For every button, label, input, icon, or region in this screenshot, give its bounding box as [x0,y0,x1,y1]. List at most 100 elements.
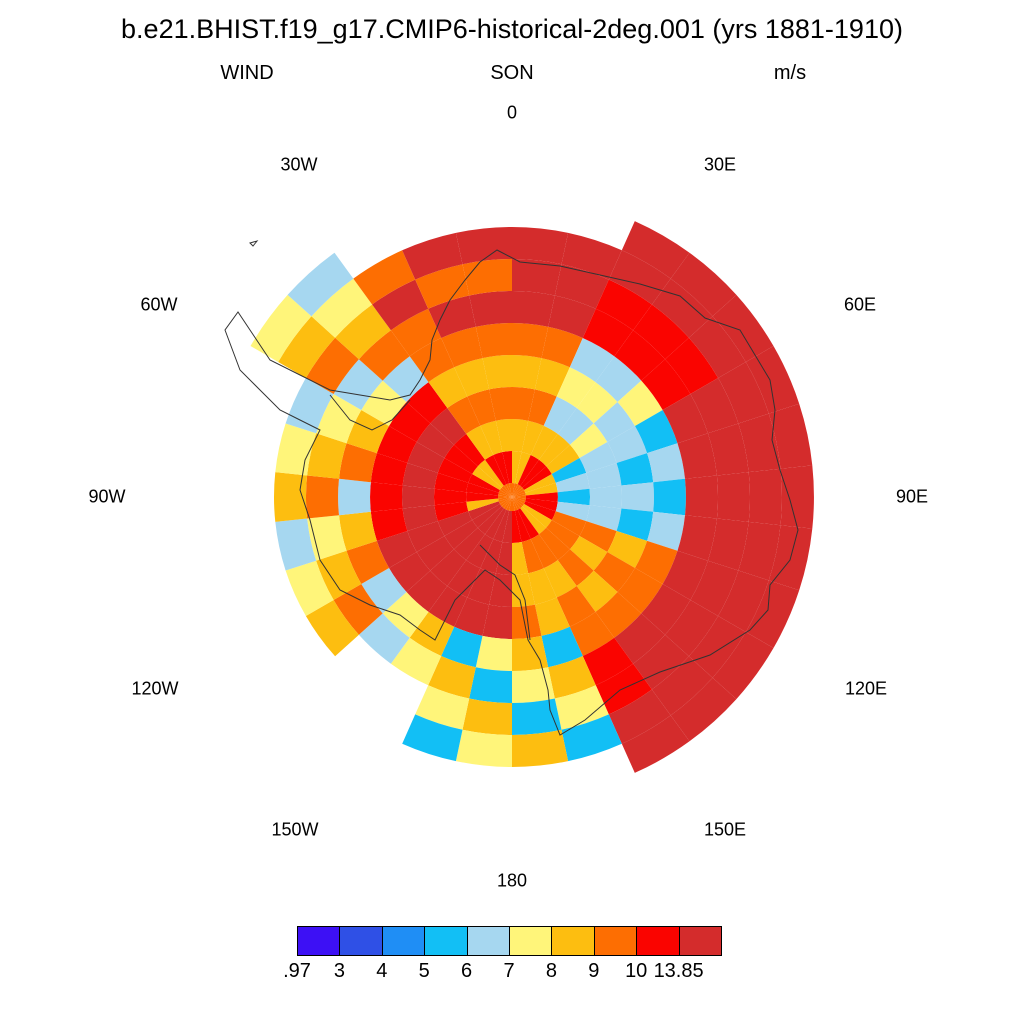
grid-cell [685,475,719,519]
grid-cell [512,484,521,497]
colorbar-swatch [381,926,426,956]
grid-cell [541,326,583,368]
colorbar-swatch [551,926,595,956]
grid-cell [745,580,800,648]
grid-cell [499,497,512,507]
grid-cell [512,450,522,484]
grid-cell [512,487,525,497]
grid-cell [335,304,391,360]
colorbar-tick-label: 4 [376,960,388,982]
colorbar-swatch [509,926,553,956]
grid-cell [454,527,485,561]
grid-cell [287,252,354,317]
grid-cell [670,252,737,317]
grid-cell [512,419,529,452]
grid-cell [512,497,525,507]
grid-cell [677,515,717,561]
grid-cell [467,568,496,605]
grid-cell [522,504,552,528]
grid-cell [489,573,512,607]
grid-cell [621,715,690,773]
grid-cell [469,291,512,327]
grid-cell [311,278,373,338]
grid-cell [358,613,410,664]
grid-cell [608,250,671,305]
variable-label: WIND [220,62,274,84]
grid-cell [647,511,685,551]
grid-cell [466,498,499,512]
grid-cell [428,367,468,408]
grid-cell [569,611,615,656]
grid-cell [501,497,512,509]
lon-label-30w: 30W [280,154,318,175]
grid-cell [582,308,634,357]
grid-cell [525,482,558,496]
grid-cell [441,326,483,368]
colorbar-tick-label: 8 [545,960,557,982]
grid-cell [462,259,512,296]
colorbar-swatch [593,926,638,956]
lon-label-0: 0 [506,102,518,123]
grid-cell [333,359,383,410]
grid-cell [499,487,512,497]
grid-cell [546,444,580,474]
grid-cell [498,495,512,499]
grid-cell [512,604,542,639]
grid-cell [358,330,410,381]
grid-cell [468,474,500,493]
grid-cell [434,472,469,493]
grid-cell [738,521,781,581]
grid-cell [670,677,737,742]
grid-cell [524,501,556,520]
grid-cell [579,442,617,473]
grid-cell [561,714,622,762]
grid-cell [475,323,512,359]
colorbar-tick-label: 9 [588,960,600,982]
grid-cell [688,616,746,678]
grid-cell [677,433,717,479]
colorbar-swatch [339,926,383,956]
colorbar-tick-label: .97 [283,960,311,982]
grid-cell [512,497,526,502]
grid-cell [614,613,666,664]
grid-cell [454,597,490,636]
grid-cell [477,506,504,535]
grid-cell [528,568,557,605]
grid-cell [402,505,438,531]
grid-cell [546,520,580,550]
grid-cell [462,698,512,735]
grid-cell [406,570,448,612]
grid-cell [466,425,494,460]
grid-cell [595,592,642,638]
grid-cell [285,560,334,616]
grid-cell [407,442,445,473]
grid-cell [406,382,448,424]
grid-cell [437,511,473,536]
grid-cell [278,316,336,378]
grid-cell [444,520,478,550]
grid-cell [514,452,531,485]
grid-cell [480,420,503,455]
grid-cell [428,656,476,699]
grid-cell [579,521,617,552]
grid-cell [372,279,429,331]
grid-cell [512,482,515,497]
grid-cell [469,667,512,703]
grid-cell [370,482,403,512]
grid-cell [541,626,583,668]
grid-cell [305,600,359,657]
grid-cell [512,490,526,497]
grid-cell [530,534,558,569]
lon-label-120e: 120E [844,678,888,699]
grid-cell [401,485,435,509]
colorbar-tick-label: 6 [461,960,473,982]
grid-cell [525,492,558,502]
grid-cell [498,490,512,497]
grid-cell [503,497,512,510]
grid-cell [467,389,496,426]
grid-cell [339,443,377,483]
colorbar-swatch [424,926,468,956]
grid-cell [665,600,719,657]
grid-cell [551,511,587,536]
grid-cell [441,626,483,668]
